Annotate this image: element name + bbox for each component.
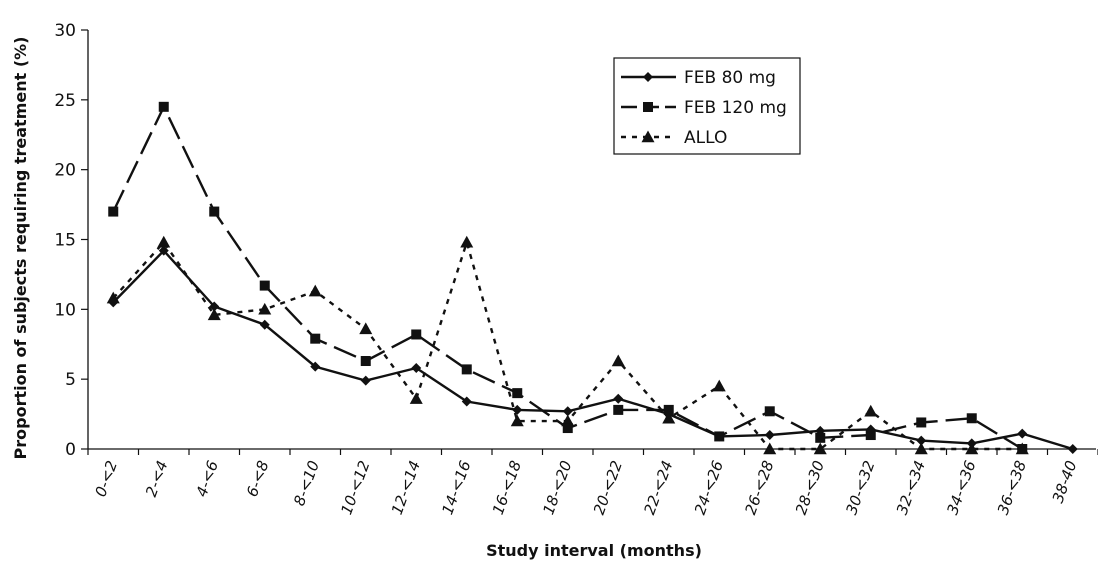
legend-label: FEB 80 mg	[684, 68, 776, 88]
data-point	[258, 302, 272, 315]
data-point	[815, 425, 826, 436]
series-line-1	[112, 104, 1023, 451]
data-point	[613, 404, 624, 415]
data-point	[1067, 444, 1078, 454]
x-tick-label: 14-<16	[438, 458, 474, 517]
x-tick-label: 16-<18	[489, 458, 525, 517]
data-point	[512, 404, 523, 415]
x-tick-label: 24-<26	[691, 458, 727, 517]
data-point	[209, 301, 220, 312]
data-point	[158, 101, 169, 112]
x-tick-label: 2-<4	[142, 458, 172, 499]
x-tick-label: 26-<28	[741, 458, 777, 517]
data-point	[409, 392, 423, 404]
y-tick-label: 20	[54, 161, 76, 181]
data-point	[108, 206, 119, 217]
data-point	[864, 404, 878, 417]
data-point	[966, 438, 977, 449]
data-point	[763, 442, 777, 455]
data-point	[158, 245, 169, 256]
x-tick-label: 34-<36	[943, 458, 979, 517]
y-tick-label: 25	[54, 91, 76, 111]
data-point	[916, 435, 927, 446]
data-point	[360, 356, 371, 367]
y-tick-label: 30	[54, 21, 76, 41]
y-tick-label: 10	[54, 300, 76, 320]
x-tick-label: 32-<34	[893, 458, 929, 517]
data-point	[310, 333, 321, 344]
data-point	[914, 442, 928, 455]
data-point	[157, 235, 171, 248]
data-point	[764, 430, 775, 441]
data-point	[562, 406, 573, 417]
x-tick-label: 22-<24	[640, 458, 676, 517]
y-tick-label: 0	[65, 440, 76, 460]
data-point	[460, 235, 474, 248]
data-point	[359, 322, 373, 335]
data-point	[865, 430, 876, 441]
data-point	[815, 432, 826, 443]
legend-triangle-marker	[641, 130, 655, 143]
data-point	[461, 364, 472, 375]
x-tick-label: 6-<8	[243, 458, 273, 499]
x-tick-label: 12-<14	[388, 458, 424, 517]
legend-label: ALLO	[684, 128, 727, 148]
data-point	[916, 417, 927, 428]
x-tick-label: 28-<30	[792, 458, 828, 517]
data-point	[712, 379, 726, 392]
data-point	[764, 406, 775, 417]
data-point	[1017, 444, 1028, 454]
data-point	[663, 409, 674, 420]
data-point	[510, 414, 524, 427]
legend-square-marker	[643, 102, 653, 112]
x-tick-label: 0-<2	[91, 458, 121, 499]
data-point	[461, 396, 472, 407]
y-axis-title: Proportion of subjects requiring treatme…	[11, 37, 30, 460]
x-tick-label: 20-<22	[590, 458, 626, 517]
legend-label: FEB 120 mg	[684, 98, 787, 118]
legend-diamond-marker	[643, 72, 653, 82]
data-point	[613, 393, 624, 404]
x-tick-label: 18-<20	[539, 458, 575, 517]
data-point	[259, 319, 270, 330]
data-point	[714, 431, 725, 442]
data-point	[207, 308, 221, 321]
data-point	[310, 361, 321, 372]
x-axis-title: Study interval (months)	[486, 541, 702, 560]
series-line-0	[112, 248, 1074, 451]
data-point	[865, 424, 876, 435]
data-point	[259, 280, 270, 291]
x-tick-label: 10-<12	[337, 458, 373, 517]
data-point	[411, 362, 422, 373]
x-tick-label: 4-<6	[192, 458, 222, 499]
data-point	[512, 388, 523, 399]
x-tick-label: 30-<32	[842, 458, 878, 517]
data-point	[562, 423, 573, 434]
data-point	[611, 354, 625, 367]
data-point	[360, 375, 371, 386]
legend: FEB 80 mg FEB 120 mg ALLO	[613, 57, 801, 155]
x-tick-label: 8-<10	[290, 458, 323, 508]
x-tick-label: 38-40	[1049, 458, 1081, 505]
data-point	[813, 442, 827, 455]
y-tick-label: 15	[54, 231, 76, 251]
data-point	[1017, 428, 1028, 439]
y-tick-label: 5	[65, 370, 76, 390]
x-tick-label: 36-<38	[994, 458, 1030, 517]
data-point	[108, 297, 119, 308]
data-point	[209, 206, 220, 217]
data-point	[966, 413, 977, 424]
data-point	[411, 329, 422, 340]
data-point	[308, 284, 322, 297]
